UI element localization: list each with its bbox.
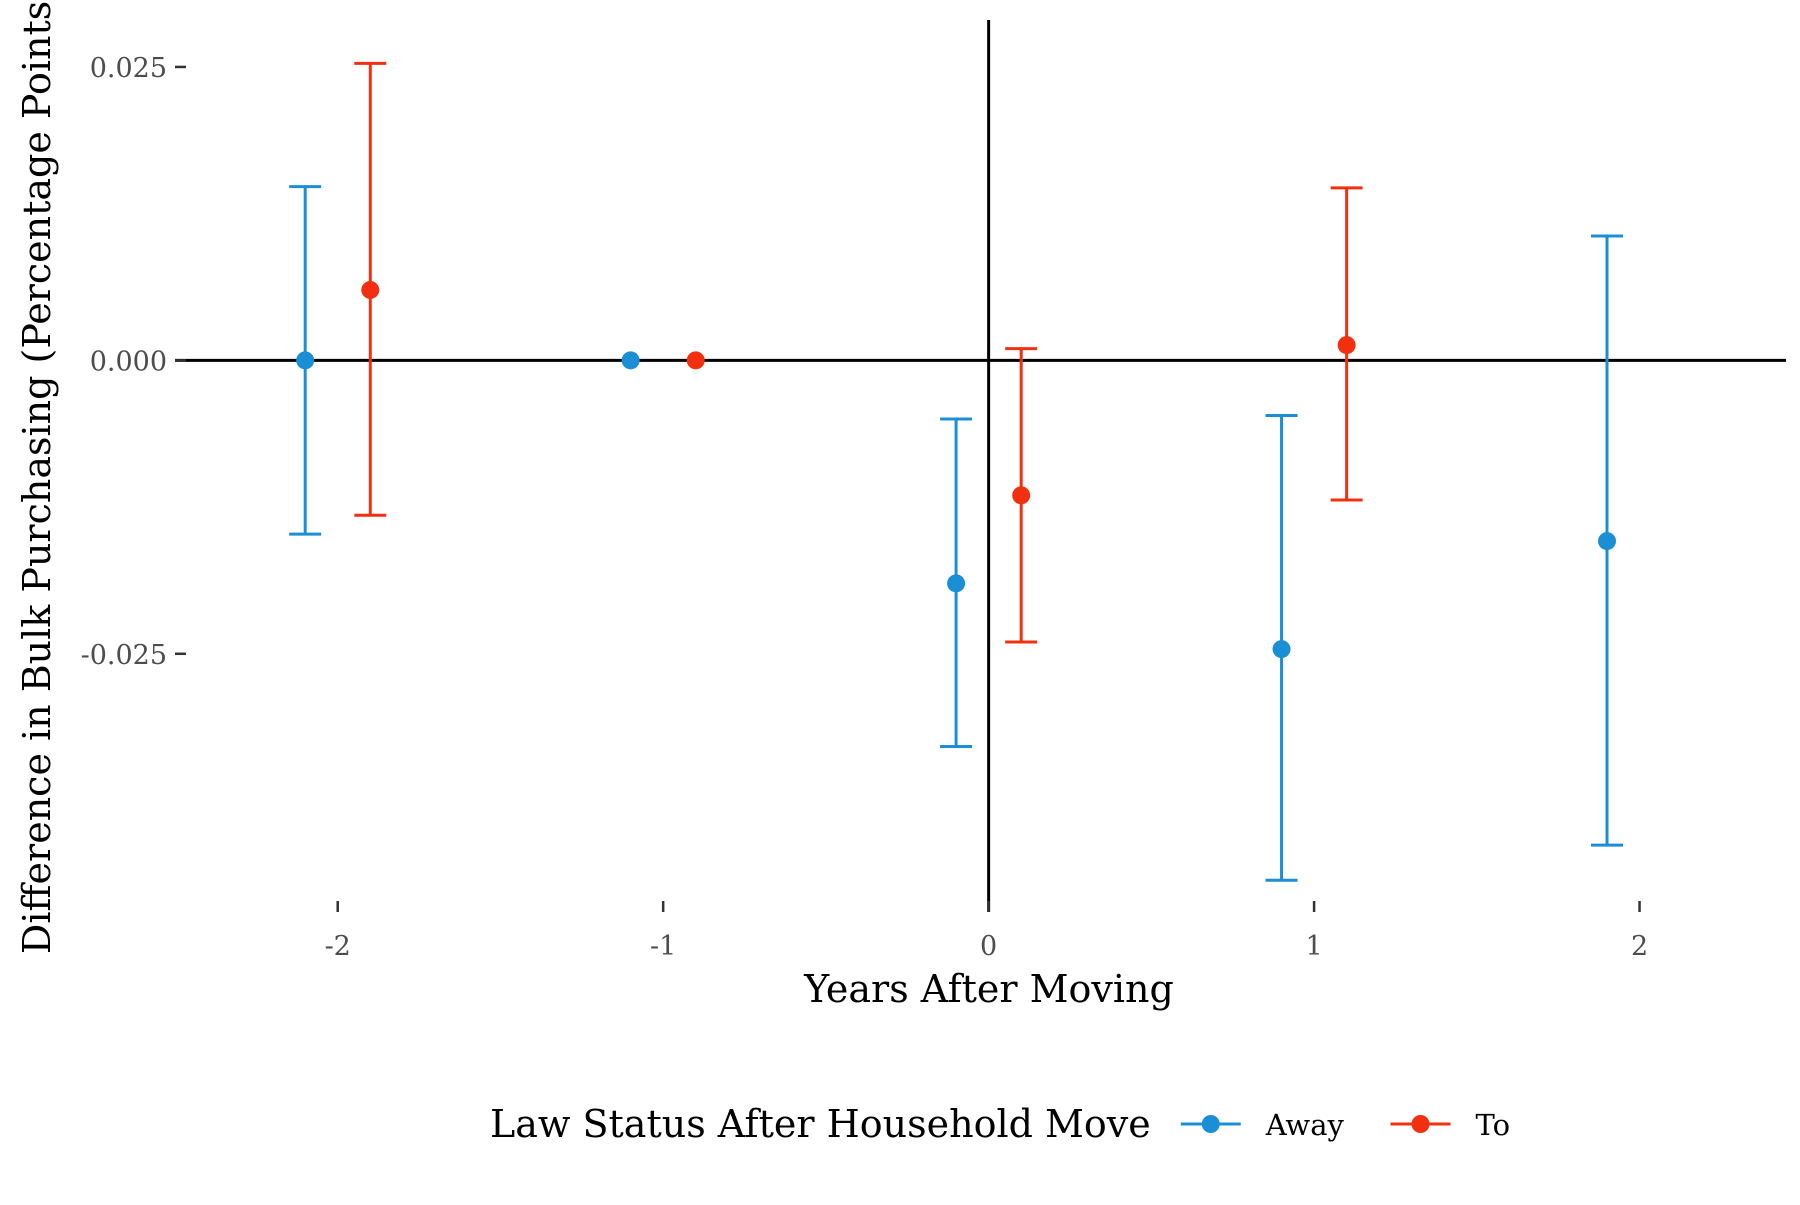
x-tick-label: 0 (980, 931, 997, 962)
point-to (686, 351, 705, 370)
point-to (1337, 336, 1356, 355)
reference-lines (175, 20, 1786, 912)
legend-label-to: To (1476, 1108, 1511, 1142)
y-axis: 0.025 0.000 -0.025 (81, 53, 186, 671)
point-away (1598, 532, 1616, 551)
y-axis-title: Difference in Bulk Purchasing (Percentag… (15, 0, 59, 954)
x-axis: -2 -1 0 1 2 (325, 901, 1648, 962)
legend-key-point (1201, 1115, 1220, 1133)
series-away (289, 185, 1623, 882)
y-tick-label: 0.000 (90, 346, 167, 377)
x-tick-label: 2 (1631, 931, 1648, 962)
point-to (1012, 486, 1031, 505)
point-away (947, 574, 966, 593)
legend: Law Status After Household Move Away To (490, 1102, 1510, 1146)
legend-items: Away To (1180, 1108, 1511, 1142)
point-to (361, 280, 380, 299)
point-away (621, 351, 640, 370)
data-marks (289, 61, 1623, 882)
x-tick-label: -1 (650, 931, 676, 962)
legend-item-away: Away (1180, 1108, 1345, 1142)
legend-item-to: To (1390, 1108, 1511, 1142)
series-to (354, 61, 1363, 644)
point-away (1272, 640, 1291, 659)
x-tick-label: -2 (325, 931, 351, 962)
legend-title: Law Status After Household Move (490, 1102, 1151, 1146)
legend-key-point (1411, 1115, 1430, 1133)
y-tick-label: 0.025 (90, 53, 167, 84)
y-tick-label: -0.025 (81, 640, 167, 671)
x-axis-title: Years After Moving (803, 967, 1174, 1011)
legend-label-away: Away (1265, 1108, 1345, 1142)
point-away (296, 351, 315, 370)
x-tick-label: 1 (1305, 931, 1322, 962)
